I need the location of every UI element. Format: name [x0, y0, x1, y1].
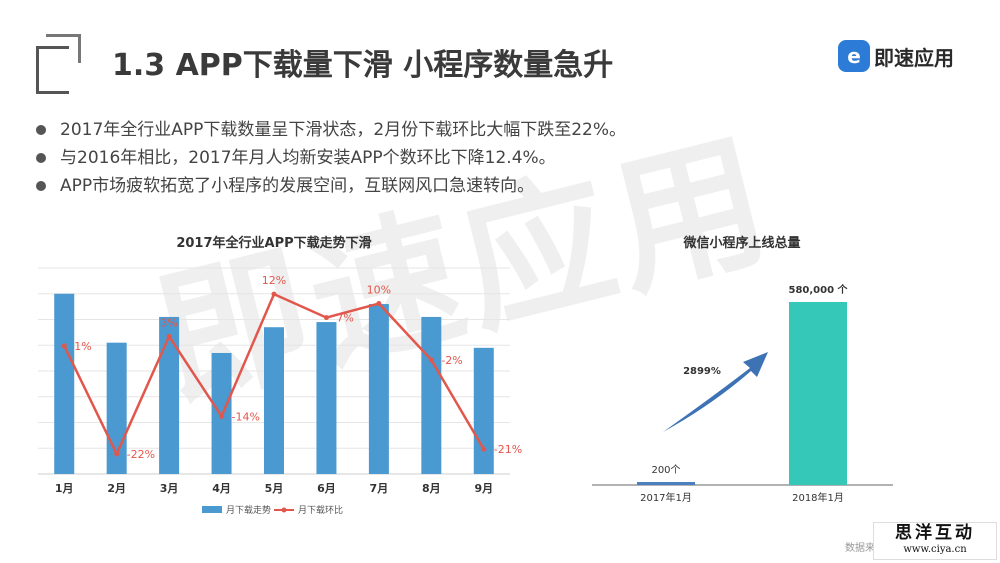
bar-data-label: 200个 — [651, 464, 680, 476]
site-stamp: 思洋互动 www.ciya.cn — [873, 522, 997, 560]
data-source-note: 数据来 — [845, 543, 875, 554]
legend-label: 月下载环比 — [298, 504, 343, 516]
stamp-title: 思洋互动 — [895, 523, 975, 543]
bar — [264, 327, 284, 474]
stamp-url: www.ciya.cn — [903, 544, 967, 555]
line-point — [376, 301, 382, 306]
x-tick-label: 5月 — [265, 482, 284, 495]
line-data-label: -14% — [232, 410, 260, 423]
x-tick-label: 2月 — [107, 482, 126, 495]
bullet-dot-icon — [36, 125, 46, 135]
logo-text: 即速应用 — [874, 45, 954, 70]
line-data-label: -2% — [441, 354, 462, 367]
line-point — [61, 343, 67, 349]
x-tick-label: 2017年1月 — [640, 491, 692, 504]
x-tick-label: 7月 — [370, 482, 389, 495]
bullet-list: 2017年全行业APP下载数量呈下滑状态，2月份下载环比大幅下跌至22%。 与2… — [36, 116, 626, 200]
line-data-label: 10% — [367, 284, 391, 297]
x-tick-label: 1月 — [55, 482, 74, 495]
line-point — [219, 413, 225, 419]
x-tick-label: 8月 — [422, 482, 441, 495]
x-tick-label: 2018年1月 — [792, 491, 844, 504]
bar — [368, 304, 389, 474]
line-data-label: -22% — [127, 448, 155, 461]
x-tick-label: 6月 — [317, 482, 336, 495]
bar — [54, 293, 75, 474]
x-tick-label: 9月 — [474, 482, 493, 495]
line-point — [323, 315, 329, 321]
line-data-label: 1% — [74, 340, 91, 353]
bar — [789, 302, 847, 485]
line-data-label: 7% — [336, 312, 353, 325]
line-data-label: 12% — [262, 274, 286, 287]
line-data-label: -21% — [494, 443, 522, 456]
bar-data-label: 580,000 个 — [788, 283, 848, 296]
line-point — [481, 446, 487, 452]
line-point — [114, 451, 120, 457]
growth-label: 2899% — [683, 366, 721, 377]
bar — [159, 316, 180, 474]
bullet-item: 与2016年相比，2017年月人均新安装APP个数环比下降12.4%。 — [36, 144, 626, 172]
legend-label: 月下载走势 — [226, 504, 271, 516]
bullet-item: 2017年全行业APP下载数量呈下滑状态，2月份下载环比大幅下跌至22%。 — [36, 116, 626, 144]
chart-title: 微信小程序上线总量 — [682, 235, 800, 251]
x-tick-label: 3月 — [160, 482, 179, 495]
corner-bracket-icon — [36, 34, 81, 94]
logo-e-icon: e — [838, 40, 870, 72]
bullet-item: APP市场疲软拓宽了小程序的发展空间，互联网风口急速转向。 — [36, 172, 626, 200]
bar — [637, 482, 695, 485]
bar — [316, 322, 337, 474]
legend-swatch-bar — [202, 506, 222, 513]
page-title: 1.3 APP下载量下滑 小程序数量急升 — [112, 48, 614, 83]
line-point — [166, 333, 172, 339]
growth-arrow-icon — [663, 352, 768, 432]
line-point — [271, 291, 277, 297]
x-tick-label: 4月 — [212, 482, 231, 495]
brand-logo: e 即速应用 — [838, 38, 954, 74]
bullet-dot-icon — [36, 181, 46, 191]
line-data-label: 3% — [160, 316, 177, 329]
chart-title: 2017年全行业APP下载走势下滑 — [176, 235, 371, 251]
legend-swatch-dot — [281, 507, 287, 513]
bullet-dot-icon — [36, 153, 46, 163]
line-point — [428, 357, 434, 363]
